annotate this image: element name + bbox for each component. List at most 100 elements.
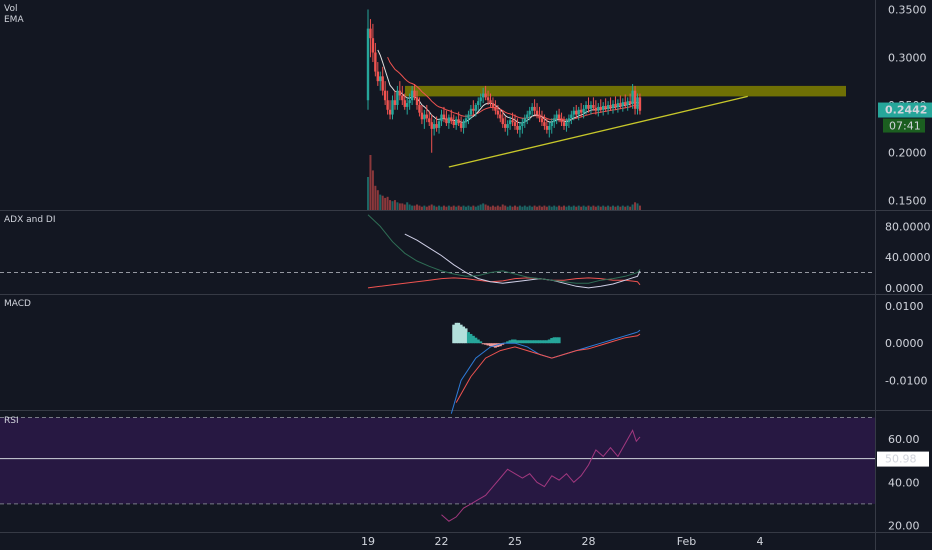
volume-bar [636, 203, 639, 210]
candle-body [452, 121, 455, 126]
volume-bar [538, 205, 541, 210]
macd-histogram-bar [464, 328, 468, 344]
rsi-pane[interactable] [0, 416, 875, 522]
volume-bar [379, 194, 382, 210]
candle-body [496, 110, 500, 115]
volume-bar [391, 201, 394, 210]
candle-body [388, 109, 392, 115]
last-price-tag [878, 102, 932, 118]
price-tick-label: 0.2000 [888, 147, 927, 160]
volume-bar [609, 206, 612, 210]
candle-body [557, 114, 561, 119]
candle-body [428, 118, 431, 123]
candle-body [599, 106, 602, 110]
candle-body [467, 114, 470, 119]
volume-bar [489, 206, 492, 210]
macd-histogram-bar [540, 340, 544, 344]
candle-body [606, 105, 610, 109]
macd-histogram-bar [484, 343, 488, 345]
macd-histogram-bar [511, 339, 515, 344]
candle-body [381, 76, 384, 91]
candle-body [491, 103, 495, 107]
volume-bar [570, 206, 573, 210]
volume-bar [597, 205, 600, 210]
candle-body [418, 105, 421, 113]
macd-histogram-bar [520, 340, 524, 344]
volume-bar [374, 185, 377, 210]
candle-body [406, 103, 409, 107]
volume-bar [460, 206, 463, 210]
candle-body [413, 90, 416, 98]
volume-bar [587, 205, 590, 210]
time-tick-label: 22 [435, 535, 449, 548]
volume-bar [386, 196, 389, 210]
volume-bar [450, 206, 453, 210]
volume-bar [543, 205, 546, 210]
macd-pane[interactable] [450, 322, 641, 414]
candle-body [631, 90, 634, 105]
candle-body [526, 114, 529, 119]
volume-bar [467, 205, 470, 210]
volume-bar [494, 206, 497, 210]
volume-bar [567, 205, 570, 210]
candle-body [383, 90, 387, 101]
candle-body [518, 126, 522, 130]
candle-body [594, 107, 598, 111]
volume-bar [521, 206, 524, 210]
time-tick-label: 19 [361, 535, 375, 548]
candle-body [575, 110, 578, 115]
volume-bar [442, 205, 445, 210]
price-tick-label: 0.3000 [888, 51, 927, 64]
candle-body [548, 126, 551, 130]
candle-body [530, 106, 534, 111]
candle-body [611, 104, 615, 108]
adx-tick-label: 0.0000 [885, 282, 924, 295]
volume-bar [384, 197, 387, 210]
candle-body [432, 124, 436, 129]
volume-bar [589, 206, 592, 210]
volume-bar [560, 206, 563, 210]
volume-bar [447, 205, 450, 210]
macd-histogram-bar [518, 340, 522, 344]
candle-body [572, 110, 575, 115]
rsi-tick-label: 60.00 [888, 433, 920, 446]
candle-body [555, 114, 558, 119]
candle-body [462, 122, 465, 128]
adx-pane[interactable] [0, 214, 875, 289]
volume-bar [457, 205, 460, 210]
candle-body [423, 114, 426, 120]
volume-bar [602, 205, 605, 210]
candle-body [376, 71, 379, 82]
axes: 0.35000.30000.25000.20000.15000.244207:4… [361, 4, 932, 548]
resistance-zone [405, 85, 846, 97]
candle-body [589, 105, 593, 109]
macd-histogram-bar [471, 335, 475, 344]
rsi-title: RSI [4, 416, 19, 426]
candle-body [626, 101, 629, 105]
volume-bar [518, 205, 521, 210]
volume-bar [420, 206, 423, 210]
price-pane[interactable] [366, 9, 846, 210]
rsi-tick-label: 40.00 [888, 476, 920, 489]
candle-body [582, 108, 585, 113]
macd-histogram-bar [481, 343, 485, 345]
volume-bar [616, 205, 619, 210]
candle-body [516, 126, 519, 130]
price-tick-label: 0.3500 [888, 4, 927, 17]
volume-bar [638, 205, 641, 210]
macd-histogram-bar [547, 339, 551, 344]
candle-body [587, 105, 590, 109]
volume-bar [393, 200, 396, 210]
adx-tick-label: 40.0000 [885, 251, 931, 264]
volume-bar [455, 206, 458, 210]
candle-body [508, 120, 512, 125]
candle-body [638, 97, 642, 111]
volume-bar [406, 202, 409, 210]
volume-bar [398, 203, 401, 210]
volume-bar [553, 205, 556, 210]
di-minus-line [367, 277, 641, 289]
time-tick-label: 28 [582, 535, 596, 548]
volume-bar [472, 205, 475, 210]
candle-body [636, 97, 639, 109]
